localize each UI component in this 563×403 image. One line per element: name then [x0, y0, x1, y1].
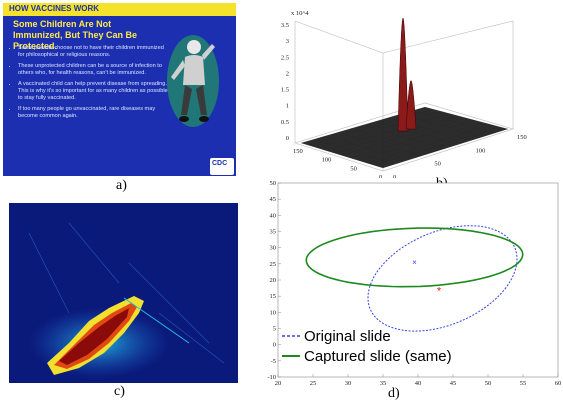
surface-peak — [405, 80, 417, 130]
slide-bullet: These unprotected children can be a sour… — [18, 63, 168, 76]
z-tick-label: 1 — [286, 103, 289, 110]
x-tick-label: 60 — [555, 380, 562, 387]
y-tick-label: 5 — [273, 326, 276, 333]
cdc-logo: CDC — [210, 158, 234, 175]
z-tick-label: 2 — [286, 70, 289, 77]
x-tick-label: 150 — [517, 134, 527, 141]
slide-header: HOW VACCINES WORK — [9, 4, 100, 13]
y-tick-label: 150 — [293, 148, 303, 155]
y-tick-label: 50 — [270, 180, 277, 187]
z-tick-label: 1.5 — [281, 87, 289, 94]
slide-bullet: Some parents choose not to have their ch… — [18, 45, 168, 58]
vaccine-slide: HOW VACCINES WORK Some Children Are Not … — [3, 3, 236, 176]
x-tick-label: 45 — [450, 380, 457, 387]
heatmap — [9, 203, 238, 383]
y-tick-label: 45 — [270, 196, 277, 203]
y-tick-label: 35 — [270, 229, 277, 236]
series-captured-ellipse — [305, 227, 524, 288]
slide-bullet: If too many people go unvaccinated, rare… — [18, 106, 168, 119]
x-tick-label: 20 — [275, 380, 282, 387]
x-tick-label: 0 — [393, 174, 396, 178]
caption-d: d) — [388, 386, 400, 401]
surface-peak — [397, 17, 409, 132]
y-tick-label: 30 — [270, 245, 277, 252]
y-tick-label: 100 — [322, 157, 332, 164]
y-tick-label: 50 — [350, 165, 357, 172]
surface-plot: x 10^4 00.511.522.533.5 1500100505010001… — [281, 10, 527, 178]
x-tick-label: 55 — [520, 380, 527, 387]
y-tick-label: 10 — [270, 309, 277, 316]
heat-region-core — [59, 308, 129, 365]
y-tick-label: 0 — [379, 174, 382, 178]
x-tick-label: 50 — [485, 380, 492, 387]
ellipse-plot: 20 25 30 35 40 45 50 55 60 -10 -5 0 5 10 15 20 25 30 35 40 4… — [267, 180, 562, 387]
slide-bullets: Some parents choose not to have their ch… — [6, 45, 168, 124]
y-tick-label: 25 — [270, 261, 277, 268]
z-tick-label: 0 — [286, 135, 289, 142]
caption-c: c) — [114, 384, 125, 399]
legend: Original slide Captured slide (same) — [282, 328, 452, 365]
x-tick-label: 100 — [476, 147, 486, 154]
y-tick-label: 0 — [273, 342, 276, 349]
z-tick-label: 3 — [286, 38, 289, 45]
y-tick-label: 40 — [270, 212, 277, 219]
slide-header-bar: HOW VACCINES WORK — [3, 3, 236, 16]
x-tick-label: 50 — [434, 161, 441, 168]
y-tick-label: -5 — [271, 358, 276, 365]
y-tick-label: 15 — [270, 293, 277, 300]
child-figure-icon — [167, 35, 219, 127]
z-tick-label: 2.5 — [281, 54, 289, 61]
z-axis-label: x 10^4 — [291, 10, 309, 17]
y-tick-label: -10 — [267, 374, 276, 381]
z-tick-label: 0.5 — [281, 119, 289, 126]
legend-captured: Captured slide (same) — [304, 348, 452, 365]
marker-original: × — [412, 258, 417, 267]
legend-original: Original slide — [304, 328, 391, 345]
x-tick-label: 40 — [415, 380, 422, 387]
x-tick-label: 25 — [310, 380, 317, 387]
series-original-ellipse — [367, 225, 518, 332]
y-tick-label: 20 — [270, 277, 277, 284]
x-tick-label: 30 — [345, 380, 352, 387]
marker-captured: * — [437, 286, 442, 298]
slide-title: Some Children Are Not Immunized, But The… — [13, 19, 138, 51]
slide-bullet: A vaccinated child can help prevent dise… — [18, 81, 168, 101]
surface-baseline — [301, 107, 508, 168]
z-tick-label: 3.5 — [281, 22, 289, 29]
x-tick-label: 35 — [380, 380, 387, 387]
caption-a: a) — [116, 178, 127, 193]
